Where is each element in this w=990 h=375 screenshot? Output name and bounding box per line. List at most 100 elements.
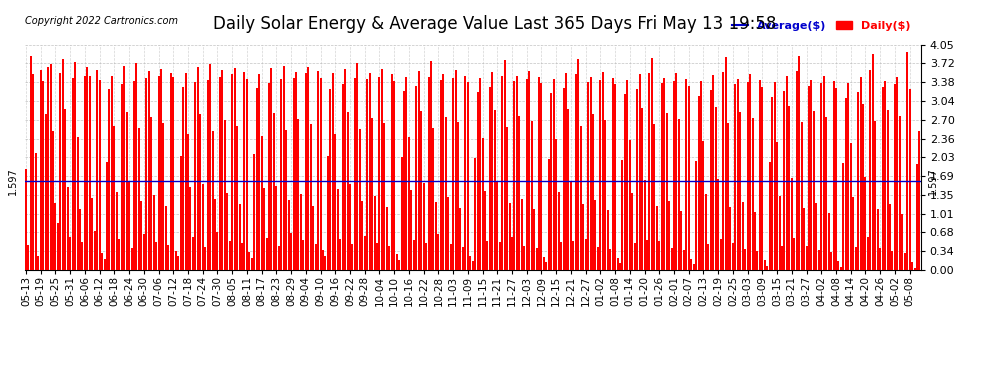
Bar [617,258,619,270]
Bar [40,70,42,270]
Bar [629,140,631,270]
Bar [653,124,655,270]
Bar [148,71,149,270]
Bar [398,260,400,270]
Bar [474,158,476,270]
Bar [778,195,780,270]
Bar [727,123,729,270]
Bar [275,186,277,270]
Bar [570,181,572,270]
Bar [700,81,702,270]
Bar [796,71,798,270]
Bar [138,128,140,270]
Bar [393,81,395,270]
Bar [415,86,417,270]
Bar [526,79,528,270]
Bar [35,153,37,270]
Bar [801,122,803,270]
Bar [371,118,373,270]
Bar [467,82,469,270]
Bar [511,237,513,270]
Bar [844,98,846,270]
Bar [580,126,582,270]
Bar [38,256,40,270]
Bar [420,111,422,270]
Bar [818,250,820,270]
Bar [838,261,840,270]
Bar [644,180,645,270]
Bar [212,131,214,270]
Bar [481,138,483,270]
Bar [751,118,753,270]
Bar [297,119,299,270]
Bar [403,91,405,270]
Bar [433,128,435,270]
Bar [673,81,675,270]
Bar [182,87,184,270]
Bar [756,251,758,270]
Bar [484,191,486,270]
Bar [735,84,737,270]
Bar [567,109,569,270]
Bar [219,76,221,270]
Bar [236,126,238,270]
Bar [887,110,889,270]
Bar [489,87,491,270]
Bar [882,87,884,270]
Bar [624,94,626,270]
Bar [712,75,714,270]
Bar [189,187,191,270]
Bar [587,82,589,270]
Bar [491,72,493,270]
Bar [806,246,808,270]
Bar [514,81,516,270]
Bar [202,184,204,270]
Bar [253,154,255,270]
Bar [177,256,179,270]
Bar [914,268,916,270]
Bar [840,267,842,270]
Bar [499,242,501,270]
Bar [884,81,886,270]
Bar [258,75,260,270]
Bar [383,123,385,270]
Bar [831,252,832,270]
Bar [246,79,248,270]
Bar [373,195,375,270]
Bar [361,201,363,270]
Bar [683,250,685,270]
Bar [842,164,844,270]
Bar [174,251,176,270]
Bar [396,255,398,270]
Bar [710,90,712,270]
Bar [899,116,901,270]
Bar [418,70,420,270]
Bar [388,246,390,270]
Bar [749,75,751,270]
Bar [828,213,830,270]
Bar [356,63,358,270]
Bar [101,254,103,270]
Bar [746,82,748,270]
Bar [131,248,133,270]
Bar [99,80,101,270]
Bar [533,209,535,270]
Bar [609,249,611,270]
Bar [136,63,138,270]
Bar [64,109,66,270]
Bar [597,247,599,270]
Bar [639,74,641,270]
Bar [786,76,788,270]
Bar [234,68,236,270]
Bar [646,240,648,270]
Bar [811,80,813,270]
Bar [197,67,199,270]
Bar [317,71,319,270]
Bar [594,200,596,270]
Bar [788,105,790,270]
Bar [250,258,252,270]
Bar [909,89,911,270]
Bar [469,255,471,270]
Bar [730,207,732,270]
Legend: Average($), Daily($): Average($), Daily($) [728,17,915,36]
